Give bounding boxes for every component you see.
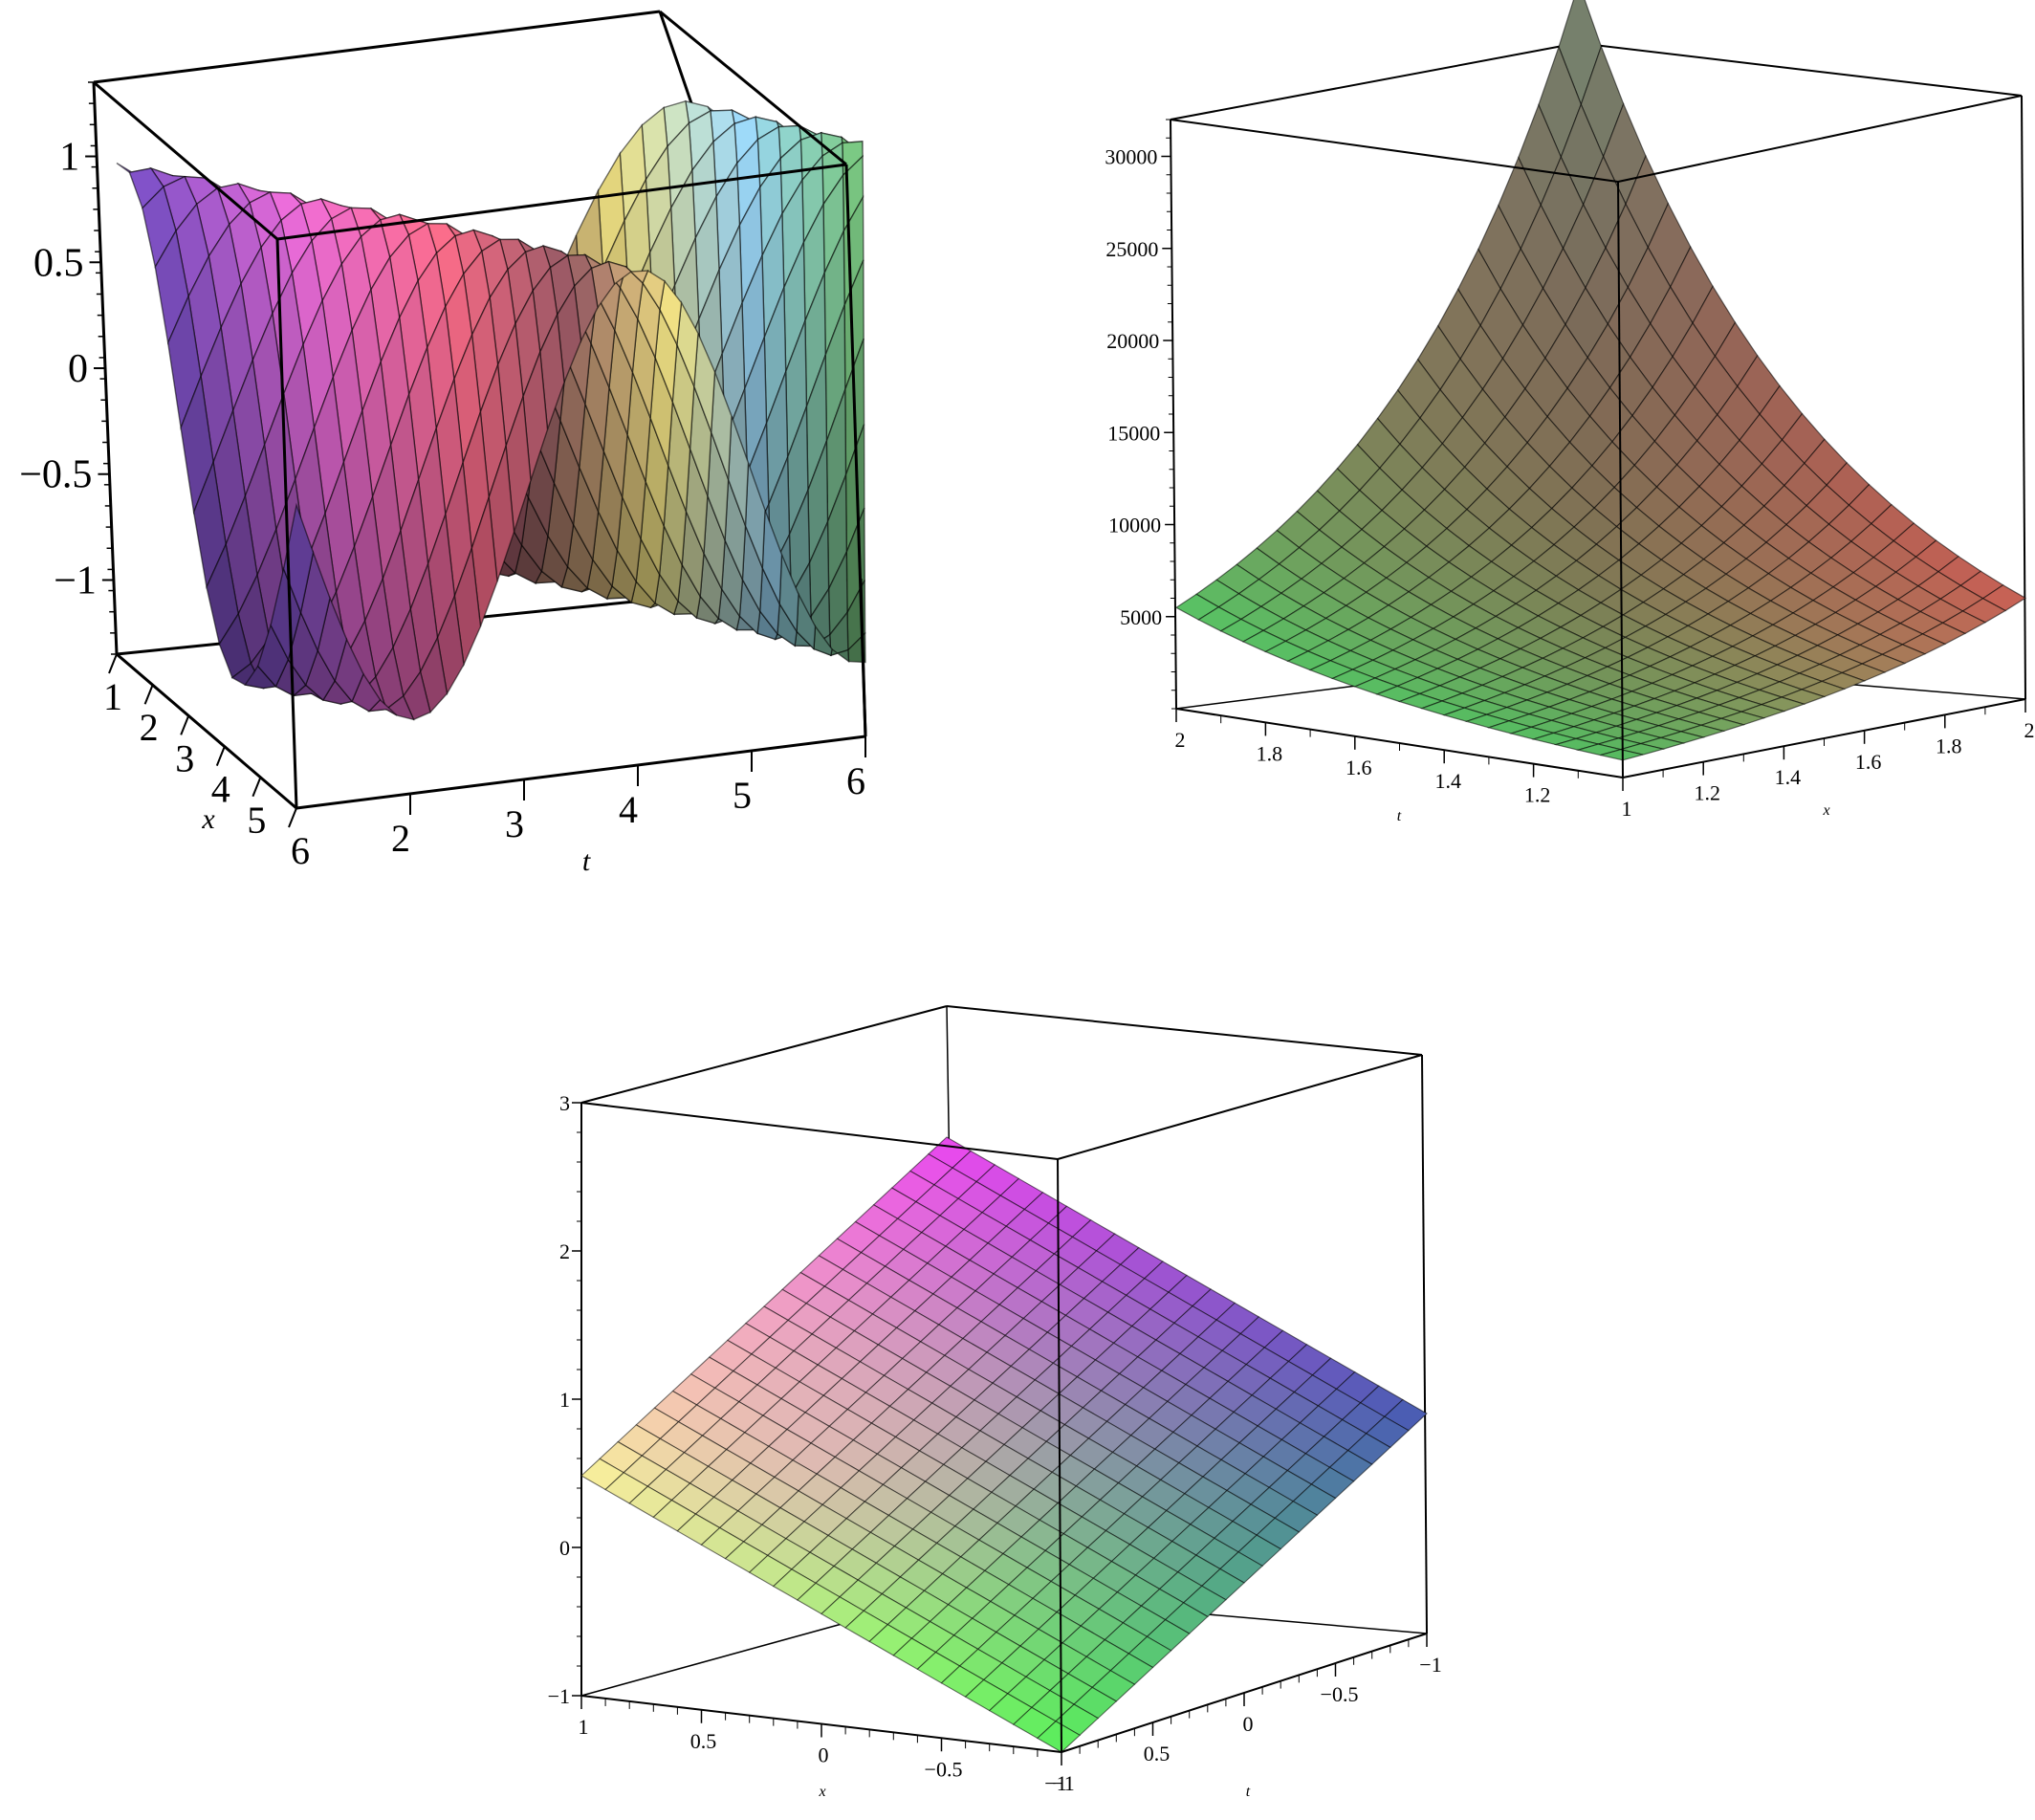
t-tick-label: 0 bbox=[1243, 1712, 1254, 1736]
x-tick bbox=[288, 807, 297, 828]
t-tick-label: 0.5 bbox=[1144, 1742, 1171, 1765]
x-tick bbox=[215, 746, 226, 766]
z-tick-label: 15000 bbox=[1107, 421, 1160, 445]
box-edge bbox=[580, 1102, 1059, 1160]
x-tick-label: 1 bbox=[579, 1715, 589, 1739]
t-axis: 2 3 4 5 6 t bbox=[391, 736, 866, 877]
z-tick-label: 1 bbox=[559, 1388, 570, 1412]
z-tick-label: 2 bbox=[559, 1239, 570, 1263]
t-tick-label: 1.8 bbox=[1257, 741, 1283, 765]
plot-exp-surface: 3000025000200001500010000500021.81.61.41… bbox=[1105, 0, 2035, 824]
surface-patch bbox=[1600, 749, 1644, 761]
box-edge bbox=[275, 238, 298, 809]
plane-surface bbox=[580, 1136, 1428, 1753]
z-tick-label: 10000 bbox=[1108, 514, 1161, 537]
x-tick bbox=[180, 715, 190, 735]
box-edge bbox=[859, 578, 867, 737]
box-edge bbox=[276, 163, 847, 241]
z-tick-label: 0 bbox=[559, 1536, 570, 1560]
x-tick-label: 5 bbox=[247, 799, 266, 842]
t-tick-label: 3 bbox=[505, 802, 524, 845]
x-tick-label: 0 bbox=[819, 1743, 829, 1767]
x-tick-label: −0.5 bbox=[925, 1757, 963, 1781]
z-tick-label: 30000 bbox=[1105, 145, 1157, 169]
x-axis-label: x bbox=[201, 803, 215, 835]
x-tick-label: 1 bbox=[1622, 797, 1632, 821]
t-tick-label: 1.4 bbox=[1434, 769, 1461, 793]
box-edge bbox=[295, 735, 866, 810]
x-tick-label: 1.6 bbox=[1855, 750, 1882, 774]
x-tick-label: 1.2 bbox=[1694, 781, 1720, 805]
x-tick-label: 4 bbox=[211, 768, 230, 811]
t-axis-label: t bbox=[582, 845, 591, 877]
z-tick-label: 5000 bbox=[1120, 605, 1162, 629]
x-axis-label: x bbox=[818, 1784, 825, 1800]
exp-surface bbox=[1174, 0, 2027, 761]
x-tick-label: −1 bbox=[1052, 1771, 1074, 1795]
z-tick-label: 3 bbox=[559, 1091, 570, 1115]
x-tick-label: 1 bbox=[103, 675, 122, 718]
x-tick-label: 0.5 bbox=[690, 1729, 717, 1753]
t-tick-label: −1 bbox=[1419, 1653, 1441, 1677]
z-axis: 3 2 1 0 −1 bbox=[548, 1091, 581, 1708]
t-axis-label: t bbox=[1397, 808, 1402, 824]
z-tick-label: −0.5 bbox=[19, 453, 92, 497]
box-edge bbox=[1577, 42, 2023, 97]
box-edge bbox=[116, 652, 297, 810]
t-axis-label: t bbox=[1246, 1784, 1251, 1800]
box-edge bbox=[1170, 42, 1579, 121]
x-tick-label: 1.4 bbox=[1775, 765, 1802, 789]
t-tick-label: 5 bbox=[733, 774, 752, 817]
t-tick-label: 2 bbox=[391, 817, 410, 860]
box-edge bbox=[93, 80, 278, 241]
x-tick-label: 3 bbox=[175, 736, 194, 779]
x-tick-label: 2 bbox=[2024, 718, 2035, 742]
surface-patch bbox=[282, 502, 315, 615]
z-tick-label: −1 bbox=[548, 1684, 570, 1708]
x-tick-label: −1 bbox=[1044, 1771, 1066, 1795]
z-tick-label: 1 bbox=[59, 136, 79, 180]
t-tick-label: 4 bbox=[619, 788, 638, 831]
box-edge bbox=[1617, 95, 2023, 183]
cos-surface bbox=[116, 99, 866, 721]
box-edge bbox=[1421, 1054, 1428, 1634]
z-tick-label: −1 bbox=[54, 559, 97, 603]
box-edge bbox=[1170, 119, 1619, 183]
x-tick-label: 6 bbox=[291, 829, 310, 872]
z-tick-label: 20000 bbox=[1106, 329, 1159, 353]
t-tick-label: −0.5 bbox=[1321, 1682, 1359, 1706]
x-axis: 1 1.2 1.4 1.6 1.8 2 x bbox=[1622, 699, 2035, 821]
box-edge bbox=[1057, 1054, 1423, 1160]
box-edge bbox=[946, 1005, 1423, 1056]
t-tick-label: 1.2 bbox=[1524, 783, 1551, 807]
z-axis: 1 0.5 0 −0.5 −1 bbox=[19, 81, 117, 655]
x-tick bbox=[252, 777, 262, 798]
box-edge bbox=[1057, 1158, 1062, 1753]
z-tick-label: 0.5 bbox=[33, 241, 84, 285]
box-edge bbox=[2021, 95, 2026, 700]
x-axis-label: x bbox=[1822, 802, 1829, 819]
t-axis: 0.5 0 −0.5 −1 t −1 bbox=[1044, 1634, 1442, 1800]
surface-patch bbox=[1036, 1721, 1082, 1753]
x-tick-label: 1.8 bbox=[1936, 734, 1962, 757]
t-tick-label: 2 bbox=[1175, 728, 1186, 752]
x-tick-label: 2 bbox=[140, 706, 159, 749]
box-edge bbox=[1617, 181, 1624, 778]
x-axis: 1 0.5 0 −0.5 −1 x bbox=[579, 1696, 1075, 1800]
x-tick bbox=[143, 684, 154, 705]
z-tick-label: 25000 bbox=[1105, 237, 1158, 261]
plot-plane-surface: 3 2 1 0 −1 1 0.5 0 −0.5 −1 x 0.5 0 −0.5 −1 t −1 bbox=[548, 1005, 1442, 1800]
t-tick-label: 1.6 bbox=[1346, 756, 1372, 779]
z-tick-label: 0 bbox=[68, 347, 88, 391]
x-tick bbox=[108, 653, 118, 674]
t-tick-label: 6 bbox=[846, 759, 865, 802]
box-edge bbox=[659, 10, 847, 166]
box-edge bbox=[93, 10, 661, 84]
t-axis: 2 1.8 1.6 1.4 1.2 t bbox=[1175, 709, 1624, 824]
box-edge bbox=[580, 1005, 948, 1104]
z-axis: 30000 25000 20000 15000 10000 5000 bbox=[1105, 119, 1176, 710]
